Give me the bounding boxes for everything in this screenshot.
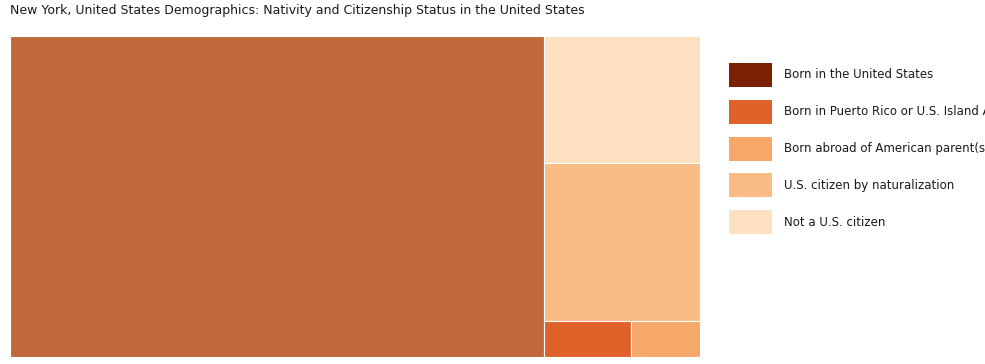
Bar — [544, 163, 700, 321]
Bar — [10, 36, 544, 357]
Bar — [631, 321, 700, 357]
Bar — [729, 210, 772, 234]
Text: Born in the United States: Born in the United States — [784, 68, 933, 81]
Text: Born in Puerto Rico or U.S. Island Areas: Born in Puerto Rico or U.S. Island Areas — [784, 105, 985, 118]
Text: Born abroad of American parent(s): Born abroad of American parent(s) — [784, 142, 985, 155]
Bar — [544, 321, 631, 357]
Bar — [729, 63, 772, 87]
Text: U.S. citizen by naturalization: U.S. citizen by naturalization — [784, 179, 954, 192]
Bar — [544, 36, 700, 163]
Text: Not a U.S. citizen: Not a U.S. citizen — [784, 216, 886, 229]
Bar — [729, 173, 772, 197]
Bar — [729, 100, 772, 124]
Bar — [729, 136, 772, 161]
Text: New York, United States Demographics: Nativity and Citizenship Status in the Uni: New York, United States Demographics: Na… — [10, 4, 584, 17]
